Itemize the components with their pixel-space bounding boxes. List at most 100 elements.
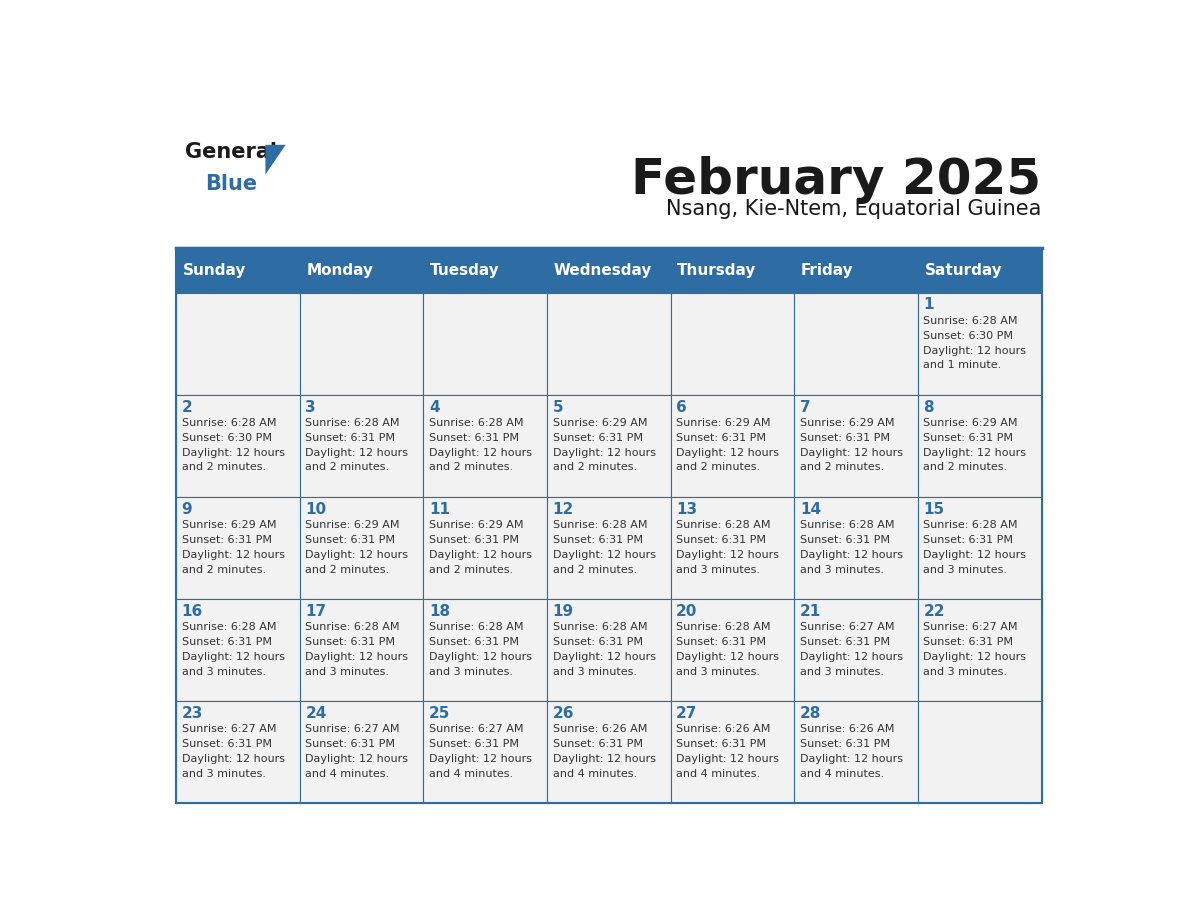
Text: Sunday: Sunday [183,263,246,278]
Bar [299,599,423,700]
Text: Sunset: 6:31 PM: Sunset: 6:31 PM [800,432,890,442]
Text: Sunset: 6:31 PM: Sunset: 6:31 PM [429,739,519,749]
Bar [795,293,918,395]
Bar [671,700,795,803]
Text: Daylight: 12 hours: Daylight: 12 hours [800,448,903,457]
Bar [176,700,299,803]
Text: and 4 minutes.: and 4 minutes. [305,768,390,778]
Text: Daylight: 12 hours: Daylight: 12 hours [923,550,1026,560]
Text: and 2 minutes.: and 2 minutes. [552,463,637,473]
Text: 9: 9 [182,501,192,517]
Text: Sunset: 6:31 PM: Sunset: 6:31 PM [923,535,1013,545]
Text: Sunrise: 6:26 AM: Sunrise: 6:26 AM [800,724,895,734]
Text: 7: 7 [800,399,810,415]
Text: Daylight: 12 hours: Daylight: 12 hours [676,754,779,764]
Text: Sunrise: 6:27 AM: Sunrise: 6:27 AM [305,724,400,734]
Text: and 1 minute.: and 1 minute. [923,361,1001,370]
Text: Sunrise: 6:28 AM: Sunrise: 6:28 AM [182,418,276,428]
Text: 26: 26 [552,706,574,721]
Text: and 3 minutes.: and 3 minutes. [429,666,513,677]
Text: 17: 17 [305,604,327,619]
Polygon shape [265,145,285,174]
Text: Daylight: 12 hours: Daylight: 12 hours [923,652,1026,662]
Text: 25: 25 [429,706,450,721]
Text: Blue: Blue [206,174,258,195]
Bar [423,293,546,395]
Text: and 2 minutes.: and 2 minutes. [305,565,390,575]
Text: Sunset: 6:31 PM: Sunset: 6:31 PM [800,637,890,647]
Text: Sunrise: 6:28 AM: Sunrise: 6:28 AM [552,622,647,633]
Text: Sunset: 6:31 PM: Sunset: 6:31 PM [305,739,396,749]
Text: Sunset: 6:30 PM: Sunset: 6:30 PM [182,432,272,442]
Text: Daylight: 12 hours: Daylight: 12 hours [676,448,779,457]
Text: Sunset: 6:31 PM: Sunset: 6:31 PM [552,637,643,647]
Text: Sunset: 6:31 PM: Sunset: 6:31 PM [429,432,519,442]
Text: Sunrise: 6:28 AM: Sunrise: 6:28 AM [429,622,524,633]
Text: and 2 minutes.: and 2 minutes. [552,565,637,575]
Text: Sunrise: 6:29 AM: Sunrise: 6:29 AM [552,418,647,428]
Text: 11: 11 [429,501,450,517]
Text: and 3 minutes.: and 3 minutes. [800,565,884,575]
Text: Friday: Friday [801,263,853,278]
Text: Sunrise: 6:27 AM: Sunrise: 6:27 AM [182,724,276,734]
Text: Daylight: 12 hours: Daylight: 12 hours [800,754,903,764]
Bar [423,395,546,497]
Text: and 2 minutes.: and 2 minutes. [429,565,513,575]
Text: and 2 minutes.: and 2 minutes. [923,463,1007,473]
Bar [795,700,918,803]
Text: 23: 23 [182,706,203,721]
Bar [546,700,671,803]
Bar [918,293,1042,395]
Text: 10: 10 [305,501,327,517]
Text: and 2 minutes.: and 2 minutes. [305,463,390,473]
Text: 16: 16 [182,604,203,619]
Bar [423,700,546,803]
Text: Sunset: 6:31 PM: Sunset: 6:31 PM [429,637,519,647]
Text: 13: 13 [676,501,697,517]
Text: Sunrise: 6:27 AM: Sunrise: 6:27 AM [429,724,524,734]
Text: and 3 minutes.: and 3 minutes. [182,768,266,778]
Text: 6: 6 [676,399,687,415]
Text: Sunset: 6:31 PM: Sunset: 6:31 PM [552,739,643,749]
Text: Sunrise: 6:29 AM: Sunrise: 6:29 AM [800,418,895,428]
Text: Sunset: 6:31 PM: Sunset: 6:31 PM [182,739,272,749]
Bar [423,599,546,700]
Bar [176,599,299,700]
Text: Sunrise: 6:29 AM: Sunrise: 6:29 AM [182,520,276,530]
Text: Daylight: 12 hours: Daylight: 12 hours [429,754,532,764]
Text: Sunrise: 6:28 AM: Sunrise: 6:28 AM [923,316,1018,326]
Text: Sunset: 6:31 PM: Sunset: 6:31 PM [552,535,643,545]
Text: Daylight: 12 hours: Daylight: 12 hours [305,652,409,662]
Text: Sunset: 6:31 PM: Sunset: 6:31 PM [923,637,1013,647]
Text: and 4 minutes.: and 4 minutes. [676,768,760,778]
Text: Daylight: 12 hours: Daylight: 12 hours [429,550,532,560]
Text: Daylight: 12 hours: Daylight: 12 hours [923,448,1026,457]
Text: Sunset: 6:31 PM: Sunset: 6:31 PM [676,637,766,647]
Bar [176,248,1042,293]
Text: Daylight: 12 hours: Daylight: 12 hours [800,652,903,662]
Bar [795,395,918,497]
Text: Sunset: 6:31 PM: Sunset: 6:31 PM [305,637,396,647]
Text: Sunset: 6:31 PM: Sunset: 6:31 PM [305,535,396,545]
Text: 24: 24 [305,706,327,721]
Bar [176,293,299,395]
Text: Daylight: 12 hours: Daylight: 12 hours [182,652,285,662]
Text: Sunrise: 6:28 AM: Sunrise: 6:28 AM [429,418,524,428]
Text: and 3 minutes.: and 3 minutes. [305,666,390,677]
Text: 18: 18 [429,604,450,619]
Text: Daylight: 12 hours: Daylight: 12 hours [923,345,1026,355]
Text: Sunrise: 6:28 AM: Sunrise: 6:28 AM [800,520,895,530]
Text: and 3 minutes.: and 3 minutes. [923,565,1007,575]
Bar [795,599,918,700]
Text: Daylight: 12 hours: Daylight: 12 hours [676,550,779,560]
Text: Sunset: 6:31 PM: Sunset: 6:31 PM [182,535,272,545]
Text: Sunset: 6:31 PM: Sunset: 6:31 PM [676,432,766,442]
Text: Daylight: 12 hours: Daylight: 12 hours [182,448,285,457]
Text: Sunset: 6:31 PM: Sunset: 6:31 PM [676,535,766,545]
Text: Sunrise: 6:29 AM: Sunrise: 6:29 AM [923,418,1018,428]
Bar [671,599,795,700]
Text: and 3 minutes.: and 3 minutes. [182,666,266,677]
Text: and 2 minutes.: and 2 minutes. [429,463,513,473]
Text: Sunrise: 6:28 AM: Sunrise: 6:28 AM [552,520,647,530]
Text: Sunrise: 6:26 AM: Sunrise: 6:26 AM [676,724,771,734]
